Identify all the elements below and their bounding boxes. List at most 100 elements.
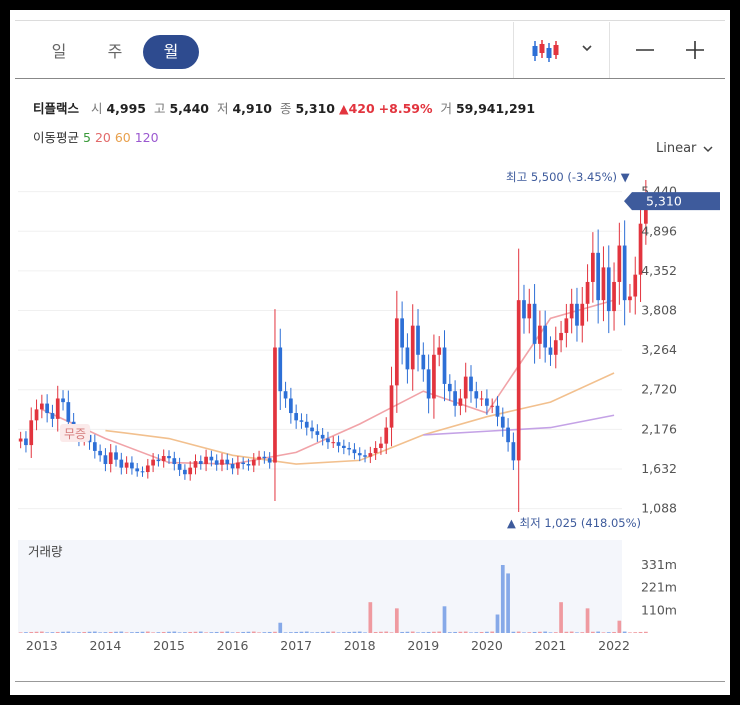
candle: [315, 424, 320, 442]
candle: [225, 453, 230, 471]
candle-body: [241, 462, 246, 465]
volume-bar: [559, 602, 563, 633]
low-value: 4,910: [232, 101, 272, 116]
candle-body: [601, 267, 606, 301]
candle-body: [289, 398, 293, 414]
volume-bar: [77, 632, 81, 633]
year-tick-label: 2018: [344, 638, 376, 653]
candle-body: [347, 448, 351, 450]
candle: [447, 374, 452, 401]
volume-bar: [119, 631, 124, 633]
candlestick-icon[interactable]: [531, 38, 561, 64]
background-bands: [18, 191, 622, 633]
candle-body: [225, 459, 230, 465]
candle-body: [172, 458, 177, 465]
candle: [246, 458, 251, 471]
volume-bar: [612, 631, 616, 633]
volume-bar: [643, 631, 648, 633]
tab-daily[interactable]: 일: [51, 42, 67, 61]
candle: [421, 342, 426, 382]
volume-bar: [304, 631, 309, 633]
candle-body: [373, 448, 378, 454]
candle-body: [495, 405, 500, 417]
candle-body: [575, 303, 579, 326]
candle: [368, 446, 373, 464]
candle: [34, 399, 39, 431]
tab-weekly[interactable]: 주: [107, 42, 123, 61]
candle: [310, 420, 314, 439]
volume-bar: [225, 631, 230, 633]
candle: [108, 444, 113, 473]
volume-bar: [336, 632, 341, 633]
candle-body: [527, 303, 532, 319]
candle: [495, 396, 500, 427]
current-price-tag: [624, 192, 720, 211]
volume-bar: [447, 632, 452, 633]
candle-body: [167, 456, 171, 459]
candle: [527, 288, 532, 334]
candle: [29, 407, 34, 458]
ma5-label[interactable]: 5: [83, 130, 91, 145]
ma60-label[interactable]: 60: [114, 130, 131, 145]
candle-body: [135, 468, 140, 472]
volume-bar: [50, 632, 55, 633]
candle: [241, 457, 246, 470]
candle-body: [474, 391, 479, 399]
candle: [135, 463, 140, 477]
candle-body: [553, 340, 558, 355]
volume-bar: [506, 573, 510, 633]
volume-bar: [585, 608, 590, 633]
volume-tick-label: 221m: [641, 580, 677, 595]
candle-body: [61, 398, 65, 403]
minus-icon[interactable]: [635, 40, 655, 60]
candle-body: [389, 385, 394, 428]
tab-monthly[interactable]: 월: [143, 35, 199, 69]
toolbar-divider: [609, 22, 610, 78]
scale-selector[interactable]: Linear: [656, 141, 715, 156]
candle: [220, 453, 224, 472]
volume-bar: [130, 632, 134, 633]
candle: [357, 447, 362, 462]
volume-bar: [209, 632, 214, 633]
candle: [98, 444, 102, 462]
volume-bar: [341, 632, 346, 633]
candle-body: [569, 303, 574, 319]
high-label: 고: [153, 101, 166, 116]
candle-body: [394, 318, 399, 386]
candle: [596, 229, 601, 324]
volume-bar: [220, 631, 224, 633]
volume-bar: [569, 631, 574, 633]
candle: [373, 441, 378, 460]
candle-body: [591, 252, 595, 282]
candle: [437, 336, 442, 367]
plus-icon[interactable]: [685, 40, 705, 60]
candle-body: [294, 413, 299, 421]
candle: [469, 365, 473, 403]
volume-bar: [453, 631, 457, 633]
volume-bar: [161, 631, 166, 633]
ma120-label[interactable]: 120: [134, 130, 159, 145]
volume-bar: [389, 632, 394, 633]
candle: [177, 457, 182, 477]
price-chart[interactable]: 5,440 4,896 4,352 3,808 3,264 2,720 2,176 1,632…: [10, 10, 730, 665]
candle-body: [453, 391, 457, 406]
candle-body: [357, 453, 362, 456]
year-tick-label: 2020: [471, 638, 503, 653]
volume-bar: [320, 631, 325, 633]
candle-body: [458, 398, 463, 406]
candle: [389, 366, 394, 447]
candle: [278, 328, 283, 410]
volume-bar: [543, 631, 548, 633]
time-axis: 2013 2014 2015 2016 2017 2018 2019 2020 2021 2022: [26, 638, 630, 653]
candle: [145, 458, 150, 479]
candle-body: [447, 383, 452, 392]
candle: [188, 461, 193, 481]
candle: [352, 443, 357, 460]
ma20-label[interactable]: 20: [94, 130, 111, 145]
year-tick-label: 2016: [217, 638, 249, 653]
volume-bar: [352, 631, 357, 633]
candle-body: [564, 318, 569, 333]
chevron-down-icon[interactable]: [579, 40, 595, 56]
candle: [341, 439, 346, 455]
change-percent: +8.59%: [378, 101, 433, 116]
